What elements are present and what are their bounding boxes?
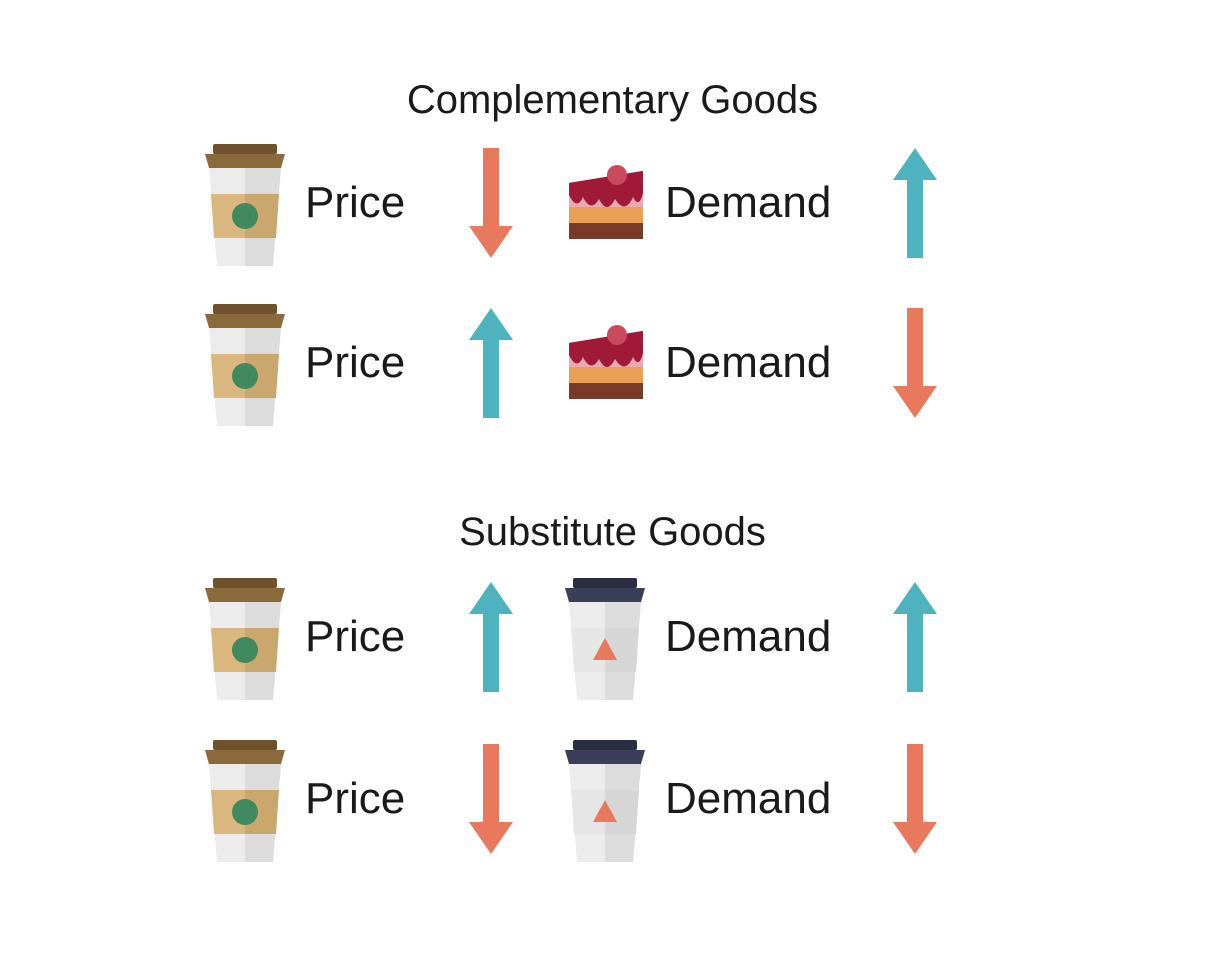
coffee-navy-icon	[545, 572, 665, 702]
arrow-down-icon	[455, 744, 527, 854]
arrow-down-icon	[455, 148, 527, 258]
price-label: Price	[305, 612, 455, 662]
demand-label: Demand	[665, 178, 885, 228]
price-label: Price	[305, 774, 455, 824]
arrow-up-icon	[455, 582, 527, 692]
section-title-complementary: Complementary Goods	[0, 78, 1225, 123]
row-sub-2: Price Demand	[185, 734, 945, 864]
coffee-green-icon	[185, 572, 305, 702]
demand-label: Demand	[665, 774, 885, 824]
row-sub-1: Price Demand	[185, 572, 945, 702]
row-comp-2: Price Demand	[185, 298, 945, 428]
section-title-substitute: Substitute Goods	[0, 510, 1225, 555]
cake-icon	[545, 313, 665, 413]
row-comp-1: Price Demand	[185, 138, 945, 268]
arrow-up-icon	[885, 582, 945, 692]
arrow-up-icon	[455, 308, 527, 418]
arrow-down-icon	[885, 308, 945, 418]
price-label: Price	[305, 338, 455, 388]
coffee-green-icon	[185, 734, 305, 864]
arrow-up-icon	[885, 148, 945, 258]
coffee-green-icon	[185, 138, 305, 268]
demand-label: Demand	[665, 612, 885, 662]
price-label: Price	[305, 178, 455, 228]
demand-label: Demand	[665, 338, 885, 388]
arrow-down-icon	[885, 744, 945, 854]
coffee-navy-icon	[545, 734, 665, 864]
coffee-green-icon	[185, 298, 305, 428]
cake-icon	[545, 153, 665, 253]
